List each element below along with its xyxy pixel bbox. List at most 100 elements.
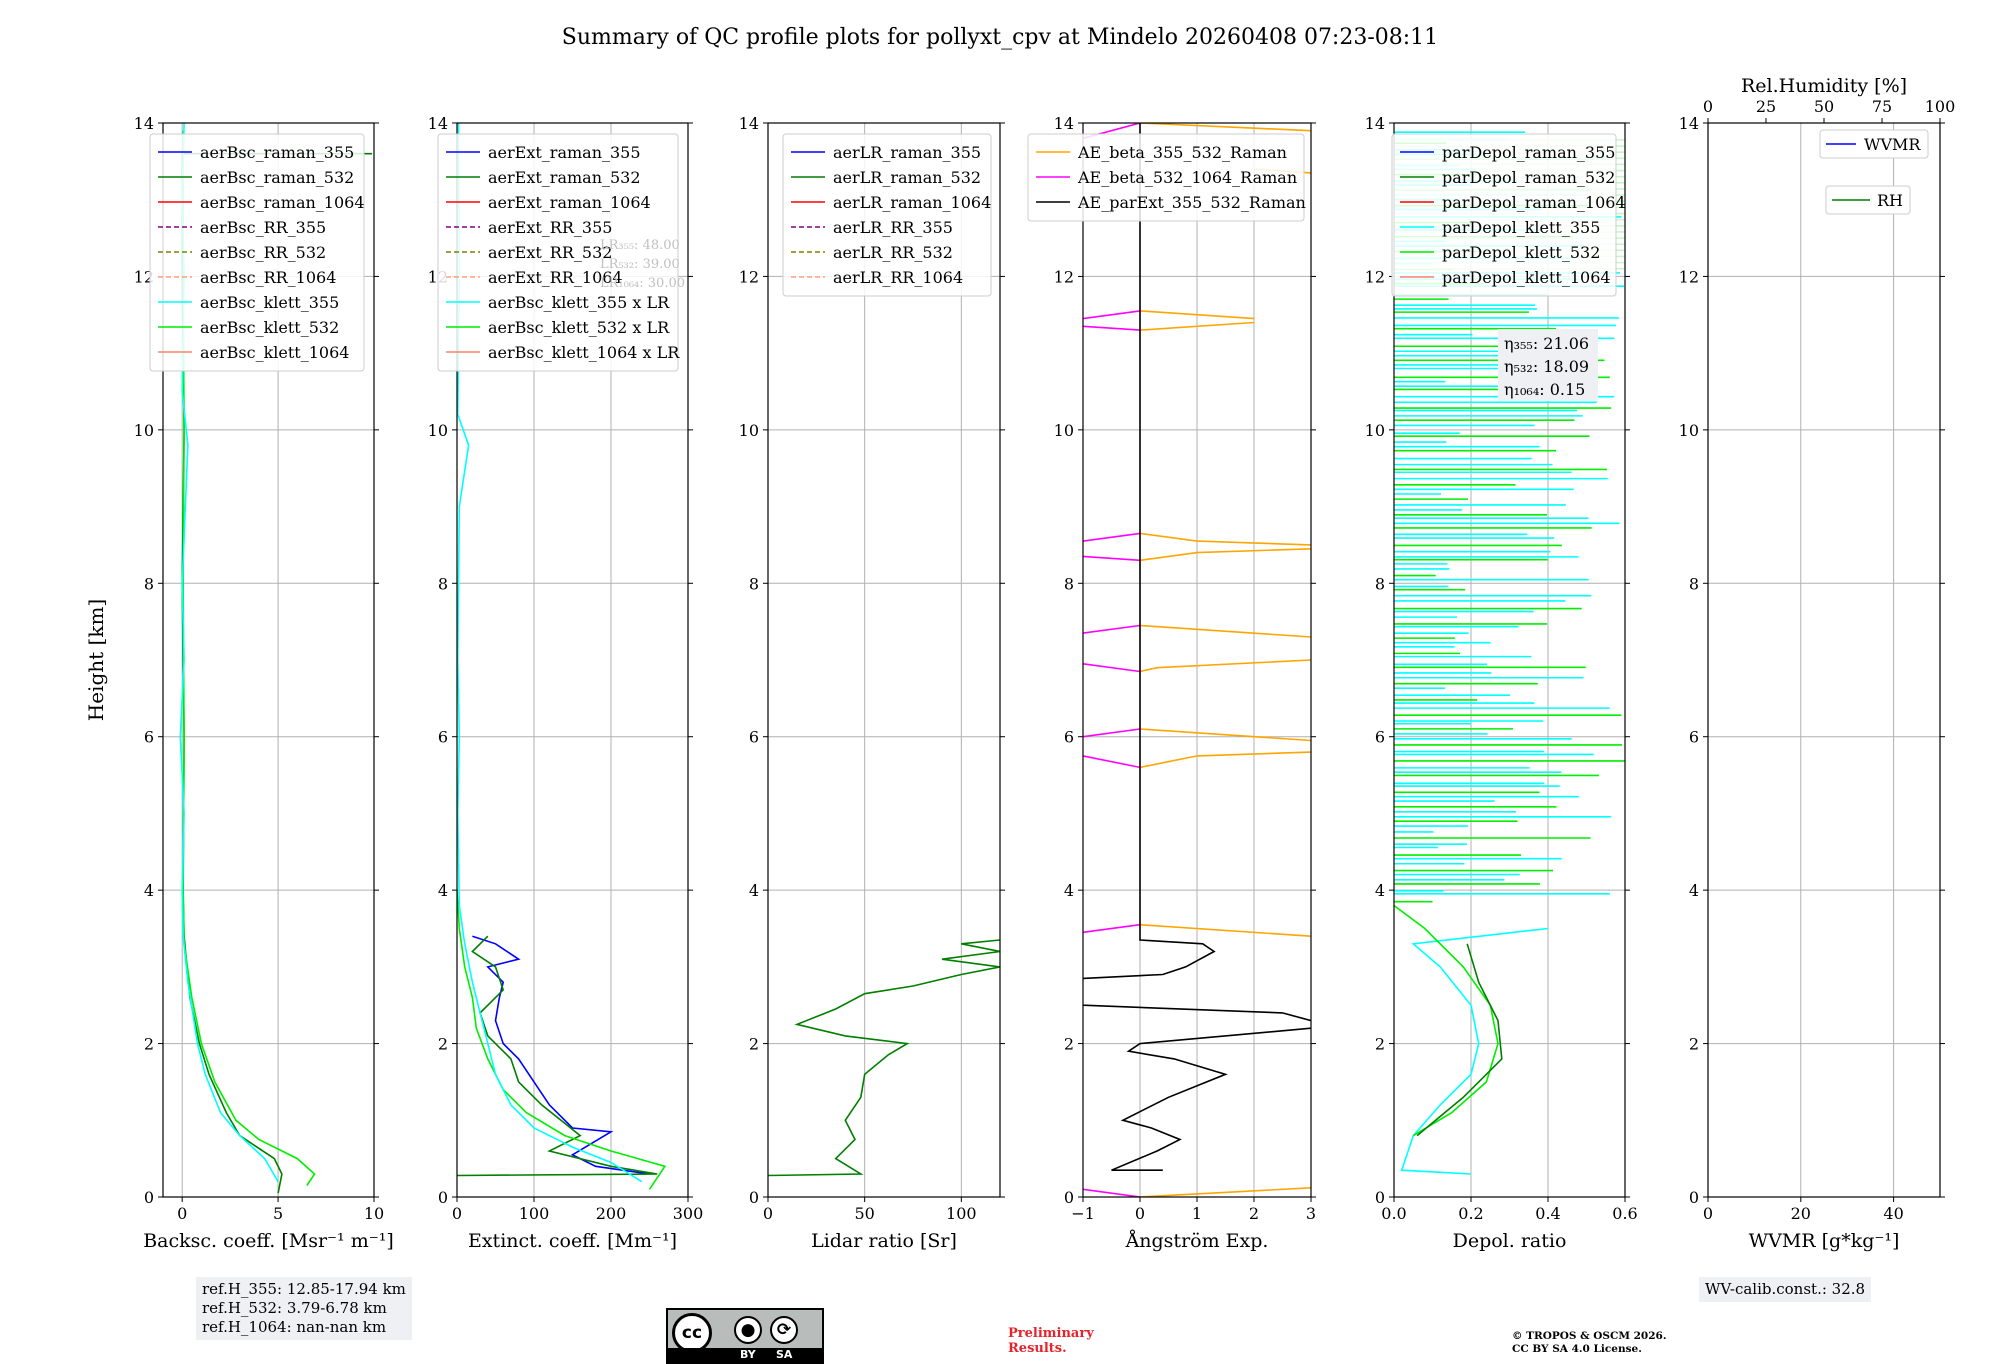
series-line-AE_beta_532_1064_Raman	[1083, 532, 1141, 542]
cc-badge-bar	[668, 1348, 822, 1362]
series-line-AE_beta_532_1064_Raman	[1083, 1188, 1141, 1197]
legend-bsc: aerBsc_raman_355 aerBsc_raman_532 aerBsc_r…	[149, 133, 365, 372]
series-line-AE_beta_532_1064_Raman	[1083, 755, 1141, 769]
series-line-AE_beta_532_1064_Raman	[1083, 325, 1141, 331]
ytick-label: 10	[1054, 421, 1074, 440]
ytick-label: 6	[1064, 728, 1074, 747]
refh-1064: ref.H_1064: nan-nan km	[202, 1318, 387, 1336]
series-line-aerExt_raman_532	[457, 935, 658, 1177]
legend-depol: parDepol_raman_355 parDepol_raman_532 parD…	[1391, 133, 1626, 297]
cc-license-badge: cc ● ⟳ BY SA	[666, 1308, 824, 1364]
series-line-AE_parExt_355_532_Raman	[1111, 1027, 1311, 1171]
ytick-label: 12	[739, 267, 759, 286]
legend-ext: aerExt_raman_355 aerExt_raman_532 aerExt_r…	[437, 133, 680, 372]
legend-label: aerBsc_RR_1064	[200, 268, 336, 287]
legend-box	[782, 133, 992, 297]
xtick-label: 0	[1703, 1204, 1713, 1223]
x-axis-label: WVMR [g*kg⁻¹]	[1749, 1230, 1900, 1252]
ytick-label: 14	[1679, 114, 1699, 133]
lr-note: LR₃₅₅: 48.00	[600, 238, 680, 253]
lr-note: LR₁₀₆₄: 30.00	[600, 276, 685, 291]
top-xtick-label: 100	[1925, 97, 1956, 116]
ytick-label: 0	[1064, 1188, 1074, 1207]
series-line-AE_beta_532_1064_Raman	[1083, 663, 1141, 673]
legend-label: parDepol_raman_355	[1442, 143, 1615, 162]
xtick-label: 10	[364, 1204, 384, 1223]
cc-icon: cc	[672, 1313, 712, 1353]
series-line-parDepol_klett_532	[1394, 904, 1499, 1137]
series-line-AE_beta_532_1064_Raman	[1083, 624, 1141, 634]
xtick-label: 1	[1192, 1204, 1202, 1223]
legend-label: aerLR_RR_532	[833, 243, 953, 262]
ytick-label: 0	[749, 1188, 759, 1207]
eta-value: η₁₀₆₄: 0.15	[1504, 380, 1585, 399]
ytick-label: 14	[134, 114, 154, 133]
ytick-label: 2	[438, 1035, 448, 1054]
axes-frame	[1393, 122, 1626, 1198]
legend-label: parDepol_klett_1064	[1442, 268, 1611, 287]
legend-label: aerBsc_klett_1064 x LR	[488, 343, 680, 362]
x-axis-label: Lidar ratio [Sr]	[811, 1230, 957, 1252]
xtick-label: 2	[1249, 1204, 1259, 1223]
ytick-label: 6	[438, 728, 448, 747]
series-group	[768, 939, 1000, 1177]
legend-label: aerExt_raman_1064	[488, 193, 651, 212]
series-line-AE_beta_532_1064_Raman	[1083, 923, 1141, 934]
legend-rh: RH	[1825, 185, 1911, 215]
series-line-AE_beta_355_532_Raman	[1139, 532, 1311, 546]
figure-title: Summary of QC profile plots for pollyxt_…	[562, 25, 1438, 50]
legend-label: aerBsc_klett_532	[200, 318, 339, 337]
legend-label: parDepol_klett_355	[1442, 218, 1600, 237]
legend-label: AE_parExt_355_532_Raman	[1077, 193, 1306, 212]
share-alike-icon: ⟳	[770, 1316, 798, 1344]
series-line-AE_beta_355_532_Raman	[1139, 728, 1311, 742]
legend-label: aerBsc_raman_532	[200, 168, 354, 187]
series-line-AE_parExt_355_532_Raman	[1083, 1004, 1311, 1022]
x-axis-label: Ångström Exp.	[1125, 1230, 1269, 1252]
eta-box: η₃₅₅: 21.06 η₅₃₂: 18.09 η₁₀₆₄: 0.15	[1498, 329, 1598, 401]
legend-label: parDepol_raman_1064	[1442, 193, 1626, 212]
legend-label: WVMR	[1864, 135, 1921, 154]
ytick-label: 6	[1689, 728, 1699, 747]
legend-label: aerBsc_RR_532	[200, 243, 326, 262]
ytick-label: 0	[144, 1188, 154, 1207]
attribution-icon: ●	[734, 1316, 762, 1344]
legend-label: aerExt_raman_355	[488, 143, 641, 162]
ytick-label: 0	[1689, 1188, 1699, 1207]
legend-label: AE_beta_532_1064_Raman	[1077, 168, 1297, 187]
xtick-label: 200	[596, 1204, 627, 1223]
ytick-label: 14	[428, 114, 448, 133]
axes-frame	[162, 122, 375, 1198]
series-line-AE_parExt_355_532_Raman	[1083, 123, 1216, 980]
xtick-label: 100	[946, 1204, 977, 1223]
series-line-AE_beta_355_532_Raman	[1139, 751, 1311, 769]
xtick-label: 40	[1883, 1204, 1903, 1223]
ytick-label: 8	[1375, 574, 1385, 593]
series-line-parDepol_klett_355	[1400, 927, 1549, 1175]
legend-label: aerExt_RR_532	[488, 243, 612, 262]
series-line-parDepol_raman_532	[1416, 943, 1503, 1137]
ytick-label: 14	[1365, 114, 1385, 133]
wv-calib-const: WV-calib.const.: 32.8	[1705, 1280, 1866, 1298]
ytick-label: 12	[1679, 267, 1699, 286]
series-group	[1083, 123, 1311, 1197]
preliminary-line-2: Results.	[1008, 1341, 1067, 1356]
ytick-label: 4	[1064, 881, 1074, 900]
ytick-label: 4	[438, 881, 448, 900]
ytick-label: 4	[144, 881, 154, 900]
series-line-aerExt_raman_355	[472, 935, 650, 1175]
ytick-label: 10	[1679, 421, 1699, 440]
xtick-label: 0.6	[1612, 1204, 1637, 1223]
series-line-AE_beta_355_532_Raman	[1139, 1187, 1311, 1197]
legend-box	[1819, 129, 1929, 159]
legend-label: aerLR_RR_1064	[833, 268, 963, 287]
legend-label: aerExt_raman_532	[488, 168, 641, 187]
legend-lr: aerLR_raman_355 aerLR_raman_532 aerLR_rama…	[782, 133, 992, 297]
ytick-label: 10	[1365, 421, 1385, 440]
top-xtick-label: 75	[1872, 97, 1892, 116]
top-xtick-label: 0	[1703, 97, 1713, 116]
legend-label: RH	[1877, 191, 1903, 210]
